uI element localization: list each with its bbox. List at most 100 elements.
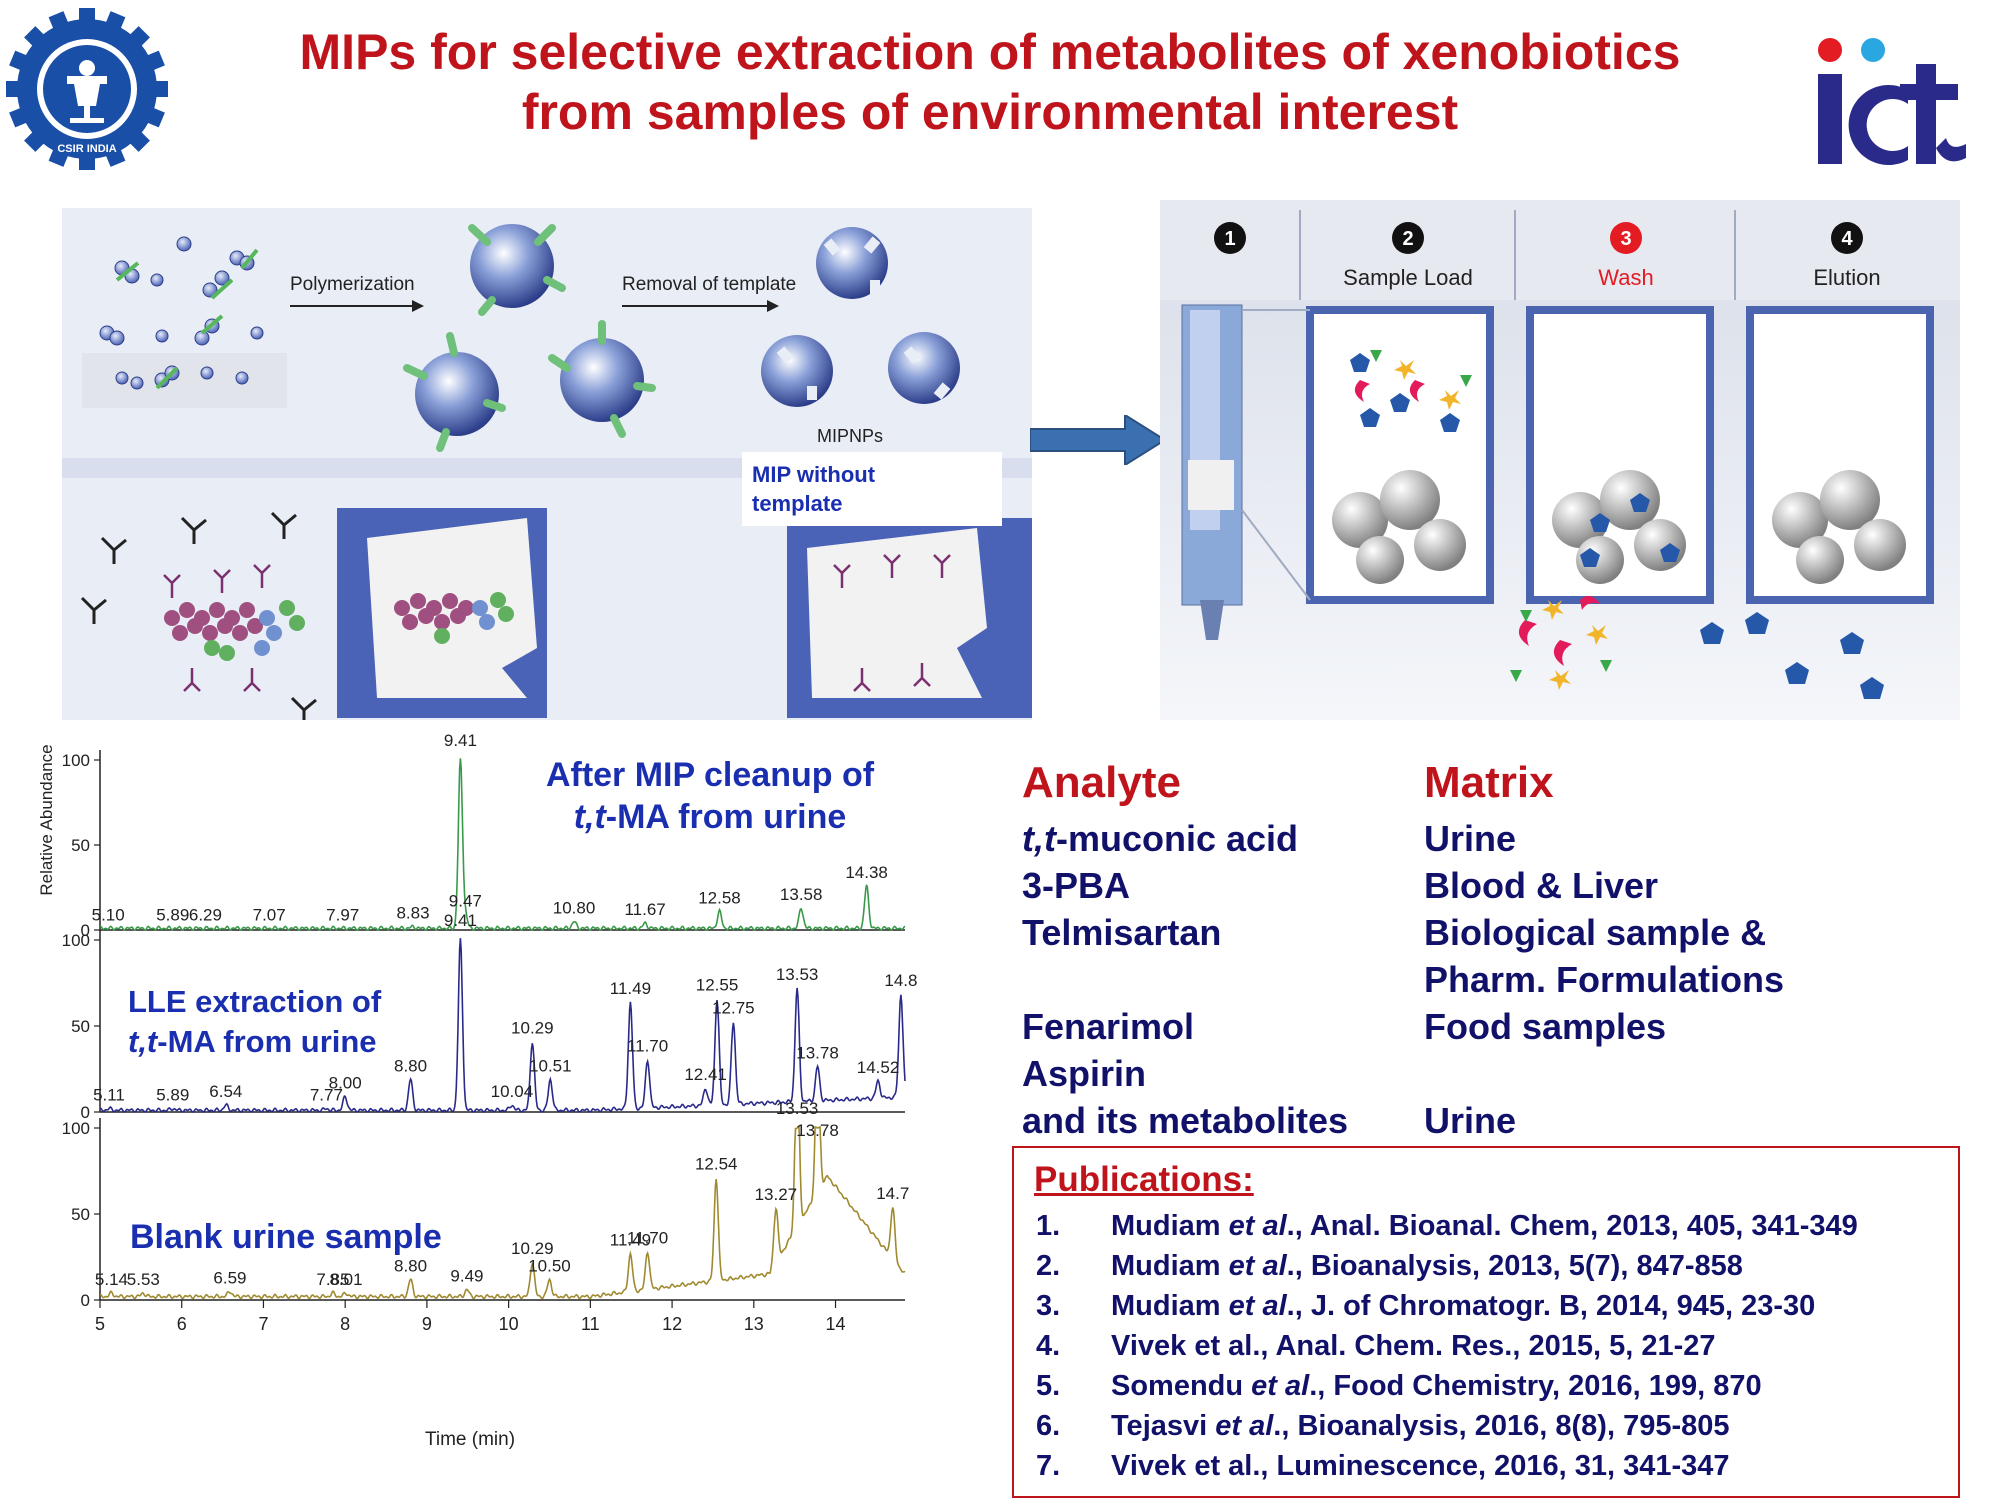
publication-list: 1. Mudiam et al., Anal. Bioanal. Chem, 20… [1036,1206,1956,1486]
analyte-cell: and its metabolites [1022,1100,1349,1141]
x-tick-label: 7 [258,1314,268,1334]
peak-label: 7.77 [310,1086,343,1105]
peak-label: 5.89 [156,905,189,924]
title-line-2: from samples of environmental interest [521,84,1459,140]
peak-label: 13.78 [796,1043,839,1062]
csir-logo-icon: CSIR INDIA [6,8,168,170]
matrix-cell: Blood & Liver [1424,865,1659,906]
template-molecule-cluster [164,600,305,661]
x-tick-label: 5 [95,1314,105,1334]
peak-label: 12.58 [698,888,741,907]
y-tick-label: 0 [81,921,90,940]
peak-label: 6.59 [213,1268,246,1287]
peak-label: 10.80 [553,899,596,918]
publications-title: Publications: [1034,1160,1254,1199]
analyte-cell: t,t-muconic acid [1022,818,1299,859]
spe-steps-diagram: 1 2 3 4 Sample Load Wash Elution [1160,200,1960,720]
peak-label: 9.41 [444,731,477,750]
peak-label: 9.41 [444,911,477,930]
matrix-cell: Biological sample & [1424,912,1767,953]
analyte-matrix-table: t,t-muconic acid Urine 3-PBA Blood & Liver T… [1022,815,1962,1144]
table-row: 3-PBA Blood & Liver [1022,862,1962,909]
publication-item: 6. Tejasvi et al., Bioanalysis, 2016, 8(8… [1036,1410,1730,1442]
peak-label: 12.41 [684,1065,727,1084]
peak-label: 5.10 [92,905,125,924]
y-tick-label: 100 [62,1119,90,1138]
y-tick-label: 0 [81,1291,90,1310]
peak-label: 8.83 [396,904,429,923]
peak-label: 11.67 [624,900,665,919]
peak-label: 10.04 [491,1082,534,1101]
publication-item: 7. Vivek et al., Luminescence, 2016, 31, … [1036,1450,1730,1482]
svg-text:Polymerization: Polymerization [290,274,415,295]
peak-label: 12.55 [696,975,739,994]
peak-label: 11.70 [627,1228,668,1247]
peak-label: 10.50 [528,1256,571,1275]
x-tick-label: 14 [826,1314,846,1334]
analyte-cell: 3-PBA [1022,865,1131,906]
svg-text:1: 1 [1224,228,1235,250]
table-row: Pharm. Formulations [1022,956,1962,1003]
peak-label: 11.70 [627,1037,668,1056]
caption-blank-urine: Blank urine sample [130,1218,442,1256]
x-tick-label: 10 [499,1314,519,1334]
svg-text:Sample Load: Sample Load [1343,265,1473,290]
y-tick-label: 100 [62,931,90,950]
svg-text:MIPNPs: MIPNPs [817,426,883,446]
peak-label: 5.89 [156,1086,189,1105]
caption-line-1: After MIP cleanup of [545,756,875,794]
peak-label: 10.29 [511,1018,554,1037]
peak-label: 8.00 [329,1074,362,1093]
matrix-cell: Urine [1424,1100,1517,1141]
peak-label: 13.27 [755,1185,798,1204]
peak-label: 11.49 [610,979,651,998]
y-tick-label: 50 [71,836,90,855]
analyte-cell: Telmisartan [1022,912,1222,953]
polymer-spheres-with-template [403,224,656,452]
right-arrow-icon [1030,415,1165,465]
table-row: t,t-muconic acid Urine [1022,815,1962,862]
y-tick-label: 0 [81,1103,90,1122]
y-tick-label: 100 [62,751,90,770]
matrix-cell: Urine [1424,818,1517,859]
iict-logo-icon [1818,38,1966,165]
x-tick-label: 13 [744,1314,764,1334]
caption-mip-cleanup: After MIP cleanup of t,t-MA from urine [510,754,910,838]
analyte-cell: Fenarimol [1022,1006,1195,1047]
peak-label: 13.58 [780,885,823,904]
peak-label: 8.80 [394,1256,427,1275]
publication-item: 4. Vivek et al., Anal. Chem. Res., 2015, … [1036,1330,1716,1362]
publication-item: 1. Mudiam et al., Anal. Bioanal. Chem, 20… [1036,1210,1858,1242]
publication-item: 5. Somendu et al., Food Chemistry, 2016, … [1036,1370,1762,1402]
peak-label: 14.52 [857,1058,900,1077]
svg-text:4: 4 [1841,228,1853,250]
y-tick-label: 50 [71,1205,90,1224]
publication-item: 2. Mudiam et al., Bioanalysis, 2013, 5(7)… [1036,1250,1743,1282]
publication-item: 3. Mudiam et al., J. of Chromatogr. B, 20… [1036,1290,1816,1322]
mipnp-spheres [761,227,960,407]
caption-lle-extraction: LLE extraction of t,t-MA from urine [128,982,428,1062]
step-badges [1214,222,1863,254]
peak-label: 5.14 [95,1270,128,1289]
y-axis-label: Relative Abundance [40,744,56,895]
analyte-header: Analyte [1022,758,1181,807]
analyte-cell: Aspirin [1022,1053,1147,1094]
table-row: Fenarimol Food samples [1022,1003,1962,1050]
x-tick-label: 6 [177,1314,187,1334]
peak-label: 10.51 [529,1056,572,1075]
peak-label: 7.97 [326,905,359,924]
peak-label: 13.53 [776,965,819,984]
callout-line-1: MIP without [752,462,876,487]
matrix-cell: Food samples [1424,1006,1667,1047]
x-tick-label: 8 [340,1314,350,1334]
peak-label: 12.75 [712,999,755,1018]
title-line-1: MIPs for selective extraction of metabol… [299,24,1681,80]
callout-line-2: template [752,491,843,516]
chromatogram-trace [100,758,906,931]
caption-line-2: t,t-MA from urine [128,1024,377,1059]
svg-text:CSIR INDIA: CSIR INDIA [57,143,116,155]
peak-label: 5.53 [127,1270,160,1289]
peak-label: 11.49 [610,1231,651,1250]
x-tick-label: 11 [581,1314,600,1334]
peak-label: 9.47 [449,892,482,911]
